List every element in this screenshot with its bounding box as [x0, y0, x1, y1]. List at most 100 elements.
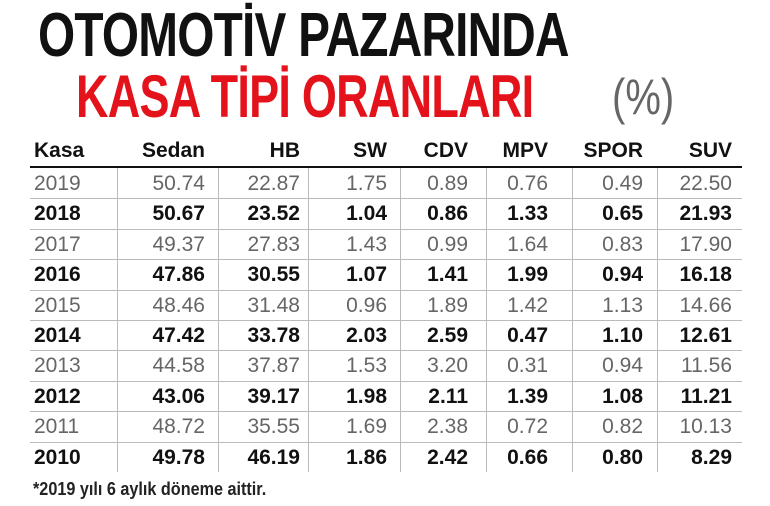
value-cell: 11.56 [681, 354, 732, 378]
value-cell: 1.13 [602, 293, 643, 317]
value-cell: 50.67 [152, 202, 205, 226]
year-cell: 2018 [34, 202, 81, 226]
title-line1: OTOMOTİV PAZARINDA [38, 1, 569, 70]
value-cell: 10.13 [679, 415, 732, 439]
row-divider [30, 411, 742, 413]
value-cell: 16.18 [679, 263, 732, 287]
year-cell: 2017 [34, 232, 81, 256]
value-cell: 30.55 [247, 263, 300, 287]
value-cell: 22.50 [679, 172, 732, 195]
value-cell: 0.94 [602, 263, 643, 287]
value-cell: 1.53 [346, 354, 387, 378]
value-cell: 2.38 [427, 415, 468, 439]
value-cell: 2.42 [427, 445, 468, 469]
value-cell: 0.72 [507, 415, 548, 439]
value-cell: 1.75 [346, 172, 387, 195]
value-cell: 1.86 [346, 445, 387, 469]
header-cell: SPOR [583, 139, 643, 162]
value-cell: 50.74 [152, 172, 205, 195]
value-cell: 1.64 [507, 232, 548, 256]
value-cell: 33.78 [247, 324, 300, 347]
value-cell: 1.10 [602, 324, 643, 347]
value-cell: 31.48 [247, 293, 300, 317]
header-cell: SUV [688, 139, 732, 162]
value-cell: 0.96 [346, 293, 387, 317]
value-cell: 1.98 [346, 384, 387, 408]
header-cell: CDV [423, 139, 468, 162]
year-cell: 2014 [34, 324, 81, 347]
value-cell: 1.41 [427, 263, 468, 287]
value-cell: 2.11 [428, 384, 468, 408]
value-cell: 1.04 [346, 202, 387, 226]
value-cell: 21.93 [679, 202, 732, 226]
year-cell: 2013 [34, 354, 81, 378]
value-cell: 17.90 [679, 232, 732, 256]
header-cell: SW [353, 139, 387, 162]
row-divider [30, 350, 742, 352]
value-cell: 2.03 [346, 324, 387, 347]
row-divider [30, 228, 742, 230]
value-cell: 0.82 [602, 415, 643, 439]
header-cell: Sedan [141, 139, 205, 162]
value-cell: 0.47 [507, 324, 548, 347]
value-cell: 1.99 [507, 263, 548, 287]
year-cell: 2019 [34, 172, 81, 195]
value-cell: 1.39 [507, 384, 548, 408]
value-cell: 1.07 [346, 263, 387, 287]
value-cell: 0.31 [507, 354, 548, 378]
row-divider [30, 320, 742, 321]
value-cell: 0.80 [602, 445, 643, 469]
value-cell: 0.65 [602, 202, 643, 226]
value-cell: 43.06 [152, 384, 205, 408]
value-cell: 48.72 [152, 415, 205, 439]
value-cell: 27.83 [247, 232, 300, 256]
header-cell: HB [269, 139, 300, 162]
value-cell: 47.42 [152, 324, 205, 347]
value-cell: 0.86 [427, 202, 468, 226]
title-unit: (%) [612, 69, 675, 125]
value-cell: 0.83 [602, 232, 643, 256]
value-cell: 22.87 [247, 172, 300, 195]
value-cell: 23.52 [247, 202, 300, 226]
row-divider [30, 289, 742, 291]
row-divider [30, 198, 742, 200]
footnote: *2019 yılı 6 aylık döneme aittir. [33, 479, 267, 499]
value-cell: 46.19 [247, 445, 300, 469]
value-cell: 1.08 [602, 384, 643, 408]
value-cell: 11.21 [680, 384, 732, 408]
row-divider [30, 380, 742, 382]
value-cell: 49.78 [152, 445, 205, 469]
value-cell: 12.61 [679, 324, 732, 347]
value-cell: 49.37 [152, 232, 205, 256]
value-cell: 14.66 [679, 293, 732, 317]
year-cell: 2011 [34, 415, 80, 439]
title-line2: KASA TİPİ ORANLARI [76, 63, 534, 130]
header-cell: Kasa [34, 139, 85, 162]
value-cell: 1.43 [346, 232, 387, 256]
value-cell: 1.42 [507, 293, 548, 317]
value-cell: 48.46 [152, 293, 205, 317]
value-cell: 1.69 [346, 415, 387, 439]
value-cell: 2.59 [427, 324, 468, 347]
value-cell: 37.87 [247, 354, 300, 378]
value-cell: 0.99 [427, 232, 468, 256]
year-cell: 2016 [34, 263, 81, 287]
year-cell: 2010 [34, 445, 81, 469]
header-rule [30, 166, 742, 168]
value-cell: 0.89 [427, 172, 468, 195]
value-cell: 3.20 [427, 354, 468, 378]
value-cell: 1.33 [507, 202, 548, 226]
value-cell: 39.17 [247, 384, 300, 408]
value-cell: 0.94 [602, 354, 643, 378]
year-cell: 2015 [34, 293, 81, 317]
value-cell: 0.49 [602, 172, 643, 195]
value-cell: 44.58 [152, 354, 205, 378]
value-cell: 0.66 [507, 445, 548, 469]
header-cell: MPV [502, 139, 548, 162]
value-cell: 47.86 [152, 263, 205, 287]
row-divider [30, 441, 742, 443]
row-divider [30, 259, 742, 261]
year-cell: 2012 [34, 384, 81, 408]
value-cell: 0.76 [507, 172, 548, 195]
